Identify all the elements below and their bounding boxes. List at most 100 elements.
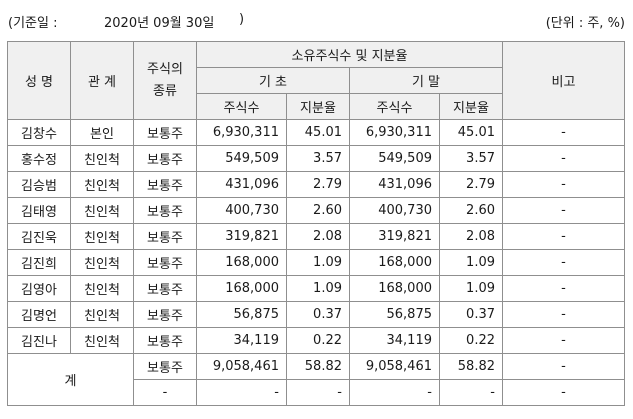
begin-ratio: 2.60: [286, 197, 350, 224]
begin-shares: 168,000: [196, 249, 287, 276]
begin-ratio: 0.22: [286, 327, 350, 354]
total-label: 계: [7, 353, 134, 406]
stock-type: 보통주: [133, 275, 197, 302]
end-ratio: 3.57: [439, 145, 503, 172]
total-row: 계 보통주 9,058,461 58.82 9,058,461 58.82-: [7, 353, 625, 406]
total-end-ratio: 58.82: [439, 353, 503, 380]
begin-shares: 549,509: [196, 145, 287, 172]
shareholder-name: 김태영: [7, 197, 71, 224]
begin-ratio: 3.57: [286, 145, 350, 172]
stock-type: 보통주: [133, 171, 197, 198]
base-date-close: ): [239, 12, 245, 27]
header-relation: 관 계: [70, 41, 134, 120]
end-shares: 34,119: [349, 327, 440, 354]
end-ratio: 2.08: [439, 223, 503, 250]
report-header: (기준일 : 2020년 09월 30일 ) (단위 : 주, %): [0, 0, 633, 42]
header-begin-ratio: 지분율: [286, 93, 350, 120]
total-row: ------: [8, 379, 625, 406]
relation: 친인척: [70, 171, 134, 198]
relation: 친인척: [70, 301, 134, 328]
total-begin-shares: 9,058,461: [196, 353, 287, 380]
shareholder-name: 홍수정: [7, 145, 71, 172]
table-row: 김승범 친인척 보통주 431,096 2.79 431,096 2.79-: [7, 171, 625, 198]
relation: 친인척: [70, 223, 134, 250]
shareholder-name: 김창수: [7, 119, 71, 146]
relation: 친인척: [70, 327, 134, 354]
header-name: 성 명: [7, 41, 71, 120]
total-note: -: [502, 379, 625, 406]
total-end-shares: -: [349, 379, 440, 406]
stock-type: 보통주: [133, 119, 197, 146]
end-ratio: 2.60: [439, 197, 503, 224]
note: -: [502, 301, 625, 328]
total-begin-shares: -: [196, 379, 287, 406]
total-begin-ratio: 58.82: [286, 353, 350, 380]
relation: 친인척: [70, 249, 134, 276]
relation: 친인척: [70, 145, 134, 172]
begin-shares: 400,730: [196, 197, 287, 224]
begin-shares: 319,821: [196, 223, 287, 250]
begin-shares: 34,119: [196, 327, 287, 354]
total-stock-type: -: [133, 379, 197, 406]
begin-ratio: 2.79: [286, 171, 350, 198]
stock-type: 보통주: [133, 301, 197, 328]
shareholder-name: 김진희: [7, 249, 71, 276]
shareholder-name: 김영아: [7, 275, 71, 302]
header-end-shares: 주식수: [349, 93, 440, 120]
begin-shares: 431,096: [196, 171, 287, 198]
stock-type: 보통주: [133, 327, 197, 354]
total-end-shares: 9,058,461: [349, 353, 440, 380]
header-note: 비고: [502, 41, 625, 120]
end-ratio: 2.79: [439, 171, 503, 198]
table-row: 홍수정 친인척 보통주 549,509 3.57 549,509 3.57-: [7, 145, 625, 172]
end-shares: 168,000: [349, 249, 440, 276]
begin-shares: 56,875: [196, 301, 287, 328]
begin-ratio: 45.01: [286, 119, 350, 146]
shareholding-table: 성 명 관 계 주식의 종류 소유주식수 및 지분율 비고 기 초 기 말 주식…: [7, 41, 625, 406]
begin-ratio: 1.09: [286, 275, 350, 302]
end-shares: 168,000: [349, 275, 440, 302]
end-ratio: 1.09: [439, 249, 503, 276]
table-row: 김영아 친인척 보통주 168,000 1.09 168,000 1.09-: [7, 275, 625, 302]
note: -: [502, 145, 625, 172]
begin-ratio: 1.09: [286, 249, 350, 276]
shareholder-name: 김명언: [7, 301, 71, 328]
begin-shares: 168,000: [196, 275, 287, 302]
end-shares: 6,930,311: [349, 119, 440, 146]
base-date-value: 2020년 09월 30일: [104, 16, 215, 31]
relation: 본인: [70, 119, 134, 146]
header-end: 기 말: [349, 67, 503, 94]
end-ratio: 45.01: [439, 119, 503, 146]
stock-type: 보통주: [133, 249, 197, 276]
shareholder-name: 김승범: [7, 171, 71, 198]
relation: 친인척: [70, 275, 134, 302]
note: -: [502, 249, 625, 276]
stock-type: 보통주: [133, 197, 197, 224]
begin-ratio: 0.37: [286, 301, 350, 328]
end-shares: 56,875: [349, 301, 440, 328]
end-shares: 400,730: [349, 197, 440, 224]
table-row: 김진욱 친인척 보통주 319,821 2.08 319,821 2.08-: [7, 223, 625, 250]
note: -: [502, 327, 625, 354]
table-row: 김명언 친인척 보통주 56,875 0.37 56,875 0.37-: [7, 301, 625, 328]
header-stock-type: 주식의 종류: [133, 41, 197, 120]
begin-shares: 6,930,311: [196, 119, 287, 146]
note: -: [502, 171, 625, 198]
total-note: -: [502, 353, 625, 380]
header-group-title: 소유주식수 및 지분율: [196, 41, 503, 68]
end-shares: 319,821: [349, 223, 440, 250]
end-shares: 549,509: [349, 145, 440, 172]
stock-type: 보통주: [133, 145, 197, 172]
total-end-ratio: -: [439, 379, 503, 406]
table-row: 김진나 친인척 보통주 34,119 0.22 34,119 0.22-: [7, 327, 625, 354]
stock-type: 보통주: [133, 223, 197, 250]
total-begin-ratio: -: [286, 379, 350, 406]
header-begin: 기 초: [196, 67, 350, 94]
note: -: [502, 275, 625, 302]
header-begin-shares: 주식수: [196, 93, 287, 120]
header-end-ratio: 지분율: [439, 93, 503, 120]
total-stock-type: 보통주: [133, 353, 197, 380]
end-ratio: 1.09: [439, 275, 503, 302]
table-row: 김진희 친인척 보통주 168,000 1.09 168,000 1.09-: [7, 249, 625, 276]
note: -: [502, 197, 625, 224]
